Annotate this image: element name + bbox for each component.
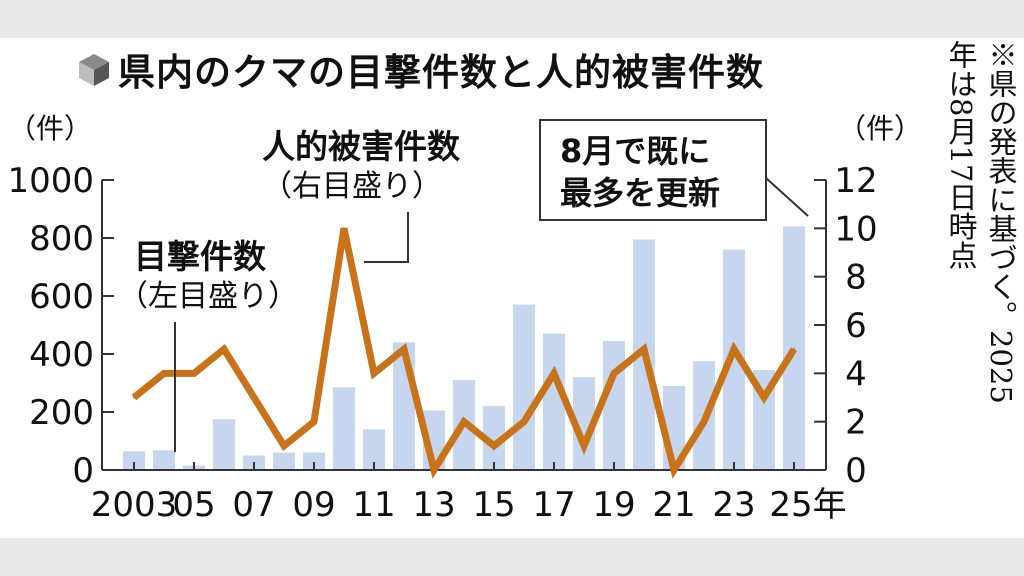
right-axis-unit: （件） — [838, 112, 922, 145]
bar-2006 — [213, 419, 235, 470]
injuries-label: 人的被害件数 — [262, 127, 461, 166]
x-tick-label: 21 — [652, 485, 695, 525]
line-layer — [131, 227, 797, 479]
bar-2008 — [273, 452, 295, 470]
injuries-point-2021 — [673, 469, 675, 471]
left-tick-label: 1000 — [7, 161, 94, 201]
x-tick-label: 13 — [412, 485, 455, 525]
x-tick-label: 15 — [472, 485, 515, 525]
injuries-leader-line — [364, 212, 409, 263]
bar-2010 — [333, 387, 355, 470]
left-tick-label: 800 — [29, 219, 94, 259]
right-tick-label: 2 — [845, 403, 867, 443]
injuries-point-2003 — [133, 396, 135, 399]
injuries-point-2023 — [733, 348, 735, 351]
right-tick-label: 4 — [845, 354, 867, 394]
bar-2023 — [723, 249, 745, 470]
callout-line-1: 8月で既に — [560, 132, 710, 170]
callout-line-2: 最多を更新 — [560, 174, 720, 212]
bar-2016 — [513, 304, 535, 470]
injuries-point-2020 — [643, 348, 645, 351]
chart-title: 県内のクマの目撃件数と人的被害件数 — [118, 51, 764, 94]
bar-2004 — [153, 450, 175, 470]
injuries-point-2014 — [463, 420, 465, 423]
right-tick-label: 0 — [845, 451, 867, 491]
bar-2011 — [363, 429, 385, 470]
injuries-point-2004 — [163, 372, 165, 375]
x-tick-label: 25年 — [769, 485, 846, 525]
x-tick-label: 07 — [232, 485, 275, 525]
left-axis-unit: （件） — [8, 112, 92, 145]
note-line-1: ※県の発表に基づく。2025 — [984, 40, 1018, 404]
injuries-point-2022 — [703, 420, 705, 423]
left-tick-label: 200 — [29, 393, 94, 433]
bar-2015 — [483, 406, 505, 470]
injuries-point-2017 — [553, 372, 555, 375]
injuries-point-2010 — [343, 227, 345, 230]
injuries-point-2011 — [373, 372, 375, 375]
x-tick-label: 17 — [532, 485, 575, 525]
bar-2018 — [573, 377, 595, 470]
injuries-point-2012 — [403, 348, 405, 351]
injuries-point-2019 — [613, 372, 615, 375]
injuries-point-2025 — [793, 348, 795, 351]
bar-2019 — [603, 340, 625, 470]
injuries-point-2013 — [433, 469, 435, 471]
injuries-point-2005 — [193, 372, 195, 375]
left-tick-label: 0 — [72, 451, 94, 491]
injuries-point-2016 — [523, 420, 525, 423]
x-tick-label: 11 — [352, 485, 395, 525]
right-tick-label: 10 — [834, 209, 877, 249]
sightings-axis-note: （左目盛り） — [118, 279, 298, 314]
bar-2003 — [123, 451, 145, 470]
injuries-point-2008 — [283, 444, 285, 447]
x-tick-label: 19 — [592, 485, 635, 525]
bar-2009 — [303, 452, 325, 470]
left-tick-label: 400 — [29, 335, 94, 375]
injuries-point-2007 — [253, 396, 255, 399]
injuries-axis-note: （右目盛り） — [262, 169, 442, 204]
left-tick-label: 600 — [29, 277, 94, 317]
left-axis-ticks: 0 200 400 600 800 1000 — [7, 161, 114, 491]
injuries-point-2015 — [493, 444, 495, 447]
right-tick-label: 8 — [845, 258, 867, 298]
injuries-point-2006 — [223, 348, 225, 351]
x-tick-label: 23 — [712, 485, 755, 525]
right-tick-label: 12 — [834, 161, 877, 201]
injuries-point-2009 — [313, 420, 315, 423]
right-axis-ticks: 0 2 4 6 8 10 12 — [814, 161, 878, 491]
right-tick-label: 6 — [845, 306, 867, 346]
bar-2017 — [543, 333, 565, 470]
x-tick-label: 09 — [292, 485, 335, 525]
x-tick-label: 05 — [172, 485, 215, 525]
x-tick-label: 2003 — [91, 485, 178, 525]
injuries-point-2024 — [763, 396, 765, 399]
sightings-label: 目撃件数 — [134, 237, 267, 276]
note-line-2: 年は8月17日時点 — [944, 40, 978, 270]
callout-box — [539, 119, 767, 221]
injuries-point-2018 — [583, 444, 585, 447]
callout-pointer-line — [765, 177, 809, 217]
cube-icon — [79, 54, 109, 86]
